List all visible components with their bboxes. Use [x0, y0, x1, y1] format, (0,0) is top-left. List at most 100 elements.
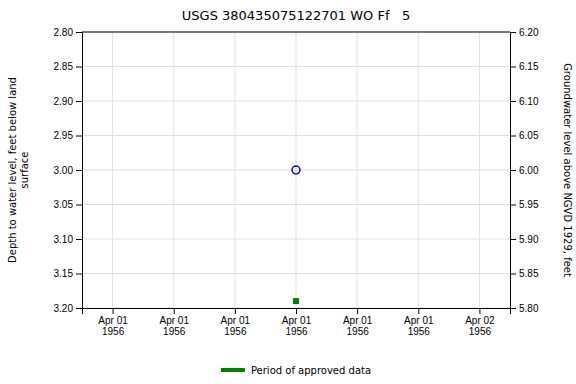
- tick-label: 6.10: [519, 96, 539, 107]
- text-line: 1956: [224, 326, 247, 337]
- tick-label: 2.80: [54, 27, 74, 38]
- y-tick: 3.05: [54, 199, 82, 210]
- tick-mark: [510, 205, 516, 206]
- text-line: Apr 01: [343, 315, 373, 326]
- y-axis: 2.80 2.85 2.90 2.95 3.00 3.05 3.10 3.15 3.20: [54, 27, 83, 314]
- point: [293, 298, 299, 304]
- y2-tick: 6.15: [510, 61, 539, 72]
- chart: 2.80 2.85 2.90 2.95 3.00 3.05 3.10 3.15 3.20 5.80…: [0, 0, 576, 384]
- grid-line: [357, 32, 358, 308]
- tick-mark: [76, 308, 82, 309]
- tick-mark: [510, 274, 516, 275]
- y2-tick: 6.00: [510, 165, 539, 176]
- tick-mark: [76, 205, 82, 206]
- tick-mark: [76, 170, 82, 171]
- y-tick: 3.00: [54, 165, 82, 176]
- y-tick: 2.85: [54, 61, 82, 72]
- grid-line: [296, 32, 297, 308]
- axis-line: [76, 33, 83, 309]
- series: [292, 166, 300, 174]
- tick-label: 2.90: [54, 96, 74, 107]
- tick-label: 6.00: [519, 165, 539, 176]
- tick-mark: [76, 67, 82, 68]
- x-tick: Apr 011956: [221, 308, 251, 337]
- text-line: 1956: [408, 326, 431, 337]
- grid-line: [82, 32, 510, 33]
- y2-tick: 5.95: [510, 199, 539, 210]
- text-line: 1956: [285, 326, 308, 337]
- tick-label: 6.20: [519, 27, 539, 38]
- legend: Period of approved data: [221, 365, 371, 376]
- text-line: 1956: [347, 326, 370, 337]
- axis-line: [511, 33, 517, 309]
- tick-label: 6.05: [519, 130, 539, 141]
- grid-line: [112, 32, 113, 308]
- tick-mark: [357, 308, 358, 314]
- text-line: Apr 01: [221, 315, 251, 326]
- tick-mark: [76, 136, 82, 137]
- tick-mark: [235, 308, 236, 314]
- y2-axis-label: Groundwater level above NGVD 1929, feet: [562, 63, 573, 277]
- legend-label: Period of approved data: [251, 365, 371, 376]
- tick-label: Apr 011956: [404, 315, 434, 337]
- tick-mark: [510, 170, 516, 171]
- tick-label: Apr 011956: [221, 315, 251, 337]
- tick-label: 3.05: [54, 199, 74, 210]
- tick-label: 2.95: [54, 130, 74, 141]
- legend-item: Period of approved data: [221, 365, 371, 376]
- tick-mark: [510, 239, 516, 240]
- tick-mark: [76, 274, 82, 275]
- x-tick: Apr 011956: [282, 308, 312, 337]
- tick-label: 6.15: [519, 61, 539, 72]
- tick-label: 5.95: [519, 199, 539, 210]
- tick-mark: [510, 136, 516, 137]
- y2-axis: 5.80 5.85 5.90 5.95 6.00 6.05 6.10 6.15 6.20: [510, 27, 539, 314]
- y2-tick: 6.20: [510, 27, 539, 38]
- x-tick: Apr 011956: [404, 308, 434, 337]
- text-line: Depth to water level, feet below land: [7, 77, 18, 263]
- x-axis: Apr 011956Apr 011956Apr 011956Apr 011956…: [83, 308, 511, 337]
- tick-label: Apr 011956: [343, 315, 373, 337]
- tick-mark: [76, 239, 82, 240]
- tick-label: 5.80: [519, 303, 539, 314]
- text-line: Groundwater level above NGVD 1929, feet: [562, 63, 573, 277]
- text-line: Apr 01: [404, 315, 434, 326]
- y-tick: 2.80: [54, 27, 82, 38]
- y-tick: 2.95: [54, 130, 82, 141]
- tick-mark: [76, 101, 82, 102]
- y2-tick: 5.85: [510, 268, 539, 279]
- y-tick: 3.10: [54, 234, 82, 245]
- y-axis-label: Depth to water level, feet below landsur…: [7, 77, 30, 263]
- tick-label: 3.00: [54, 165, 74, 176]
- tick-mark: [479, 308, 480, 314]
- point: [292, 166, 300, 174]
- text-line: Apr 01: [159, 315, 189, 326]
- plot: 2.80 2.85 2.90 2.95 3.00 3.05 3.10 3.15 3.20 5.80…: [54, 27, 539, 337]
- legend-swatch: [221, 368, 245, 372]
- x-tick: Apr 011956: [98, 308, 128, 337]
- y-tick: 3.20: [54, 303, 82, 314]
- y2-tick: 6.05: [510, 130, 539, 141]
- axis-line: [83, 309, 511, 315]
- tick-label: 3.20: [54, 303, 74, 314]
- title: USGS 380435075122701 WO Ff 5: [182, 8, 410, 23]
- x-tick: Apr 011956: [343, 308, 373, 337]
- tick-mark: [76, 32, 82, 33]
- grid: [82, 32, 510, 308]
- tick-mark: [510, 32, 516, 33]
- y2-tick: 6.10: [510, 96, 539, 107]
- grid-line: [479, 32, 480, 308]
- grid-line: [234, 32, 235, 308]
- text-line: Apr 01: [282, 315, 312, 326]
- y-tick: 3.15: [54, 268, 82, 279]
- frame-line: [82, 32, 510, 33]
- tick-label: 5.90: [519, 234, 539, 245]
- tick-label: 3.10: [54, 234, 74, 245]
- series: [293, 298, 299, 304]
- grid-line: [173, 32, 174, 308]
- tick-label: Apr 011956: [159, 315, 189, 337]
- x-tick: Apr 021956: [465, 308, 495, 337]
- text-line: 1956: [102, 326, 125, 337]
- tick-label: 3.15: [54, 268, 74, 279]
- tick-label: Apr 021956: [465, 315, 495, 337]
